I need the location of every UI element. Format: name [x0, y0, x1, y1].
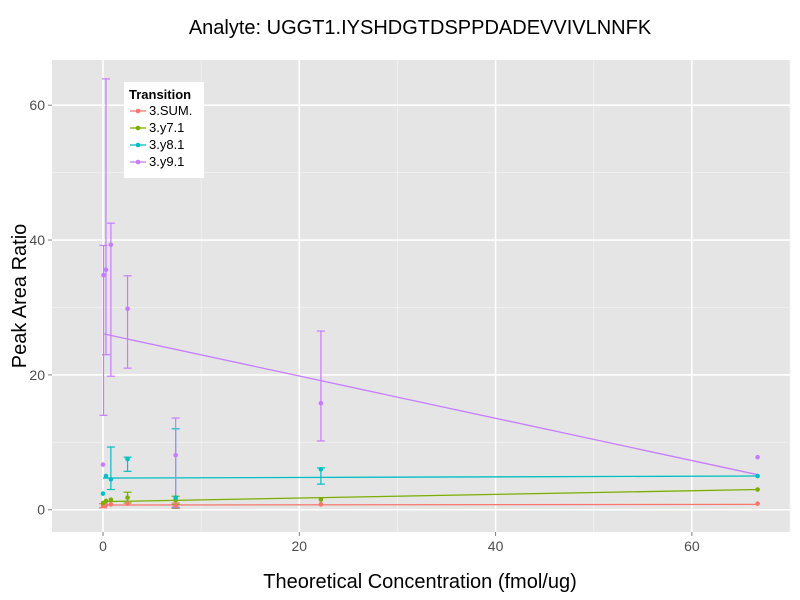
error-bar [316, 330, 325, 442]
data-point [108, 502, 114, 507]
data-point [125, 501, 130, 506]
data-point [108, 497, 114, 502]
legend-key-point [135, 159, 141, 165]
data-point [755, 501, 760, 506]
data-point [173, 452, 178, 458]
data-point [100, 462, 106, 467]
x-axis-title: Theoretical Concentration (fmol/ug) [263, 571, 576, 593]
y-axis-ticks: 0 20 40 60 [29, 97, 52, 518]
legend-item: 3.y8.1 [130, 137, 184, 152]
legend-key-point [135, 142, 141, 148]
data-point [125, 495, 130, 500]
data-point [318, 400, 324, 406]
y-tick-label: 40 [29, 232, 45, 248]
data-point [125, 456, 130, 462]
x-axis-ticks: 0 20 40 60 [99, 532, 700, 554]
error-bar [101, 78, 110, 356]
error-bar [106, 446, 115, 491]
data-point [100, 491, 106, 496]
y-axis-title: Peak Area Ratio [9, 224, 31, 369]
x-tick-label: 0 [99, 538, 107, 554]
fit-line [103, 503, 758, 506]
legend-item: 3.y7.1 [130, 120, 184, 135]
legend-key-point [135, 125, 141, 131]
legend-item: 3.SUM. [130, 103, 192, 118]
data-point [103, 498, 109, 504]
fit-line [103, 475, 758, 479]
legend-label: 3.y7.1 [149, 120, 184, 135]
fit-line [102, 333, 758, 476]
y-tick-label: 20 [29, 367, 45, 383]
major-gridlines [52, 60, 790, 532]
y-tick-label: 60 [29, 97, 45, 113]
data-point [103, 267, 109, 273]
data-point [101, 272, 106, 278]
data-point [318, 466, 324, 472]
data-point [108, 477, 114, 482]
data-point [108, 242, 114, 248]
legend: Transition 3.SUM. 3.y7.1 3.y8.1 3.y9.1 [124, 82, 204, 178]
data-point [318, 497, 324, 502]
legend-item: 3.y9.1 [130, 154, 184, 169]
error-bar [123, 275, 132, 369]
data-point [103, 473, 109, 479]
legend-label: 3.y8.1 [149, 137, 184, 152]
data-point [755, 487, 760, 492]
data-point [755, 473, 760, 479]
fit-lines [102, 333, 758, 506]
data-point [125, 306, 130, 312]
legend-label: 3.SUM. [149, 103, 192, 118]
y-tick-label: 0 [37, 502, 45, 518]
data-point [755, 454, 760, 460]
x-tick-label: 40 [488, 538, 504, 554]
fit-line [103, 488, 758, 503]
legend-key-point [135, 108, 141, 114]
x-tick-label: 60 [684, 538, 700, 554]
x-tick-label: 20 [292, 538, 308, 554]
data-point [173, 503, 178, 509]
chart-title: Analyte: UGGT1.IYSHDGTDSPPDADEVVIVLNNFK [189, 17, 652, 39]
data-point [318, 502, 324, 507]
data-points [100, 242, 760, 509]
legend-title: Transition [129, 87, 191, 102]
data-point [173, 495, 178, 500]
legend-label: 3.y9.1 [149, 154, 184, 169]
error-bar [106, 222, 115, 377]
